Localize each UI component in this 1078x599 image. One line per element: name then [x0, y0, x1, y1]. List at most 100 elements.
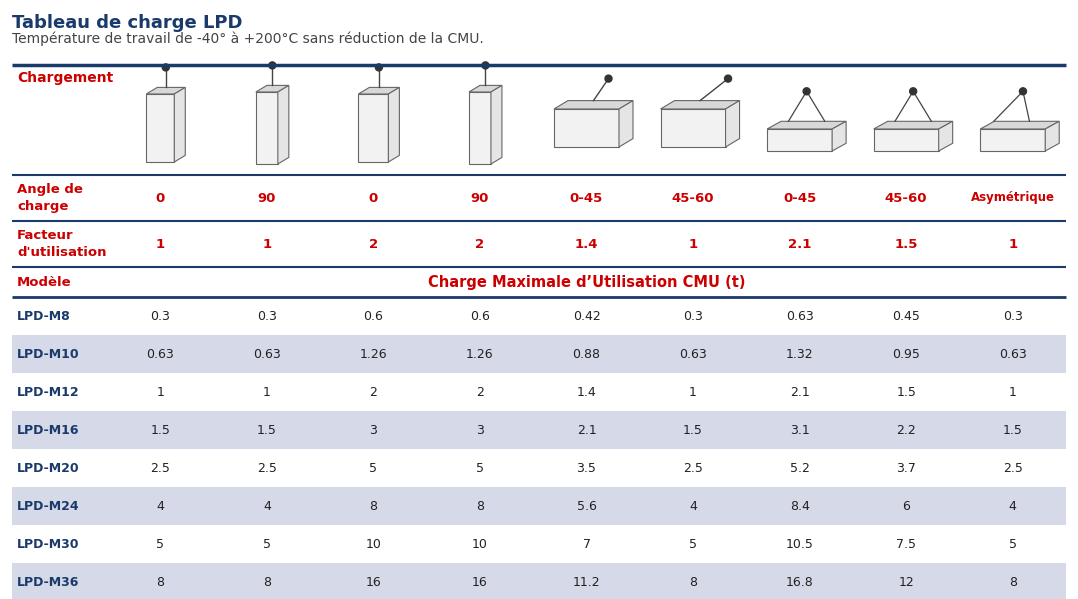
Text: 11.2: 11.2	[572, 576, 600, 588]
Text: 45-60: 45-60	[885, 192, 927, 204]
Text: 2: 2	[369, 237, 378, 250]
Text: 1.5: 1.5	[257, 423, 277, 437]
Bar	[469, 92, 490, 164]
Text: LPD-M30: LPD-M30	[17, 537, 80, 550]
Polygon shape	[661, 101, 740, 109]
Text: 0.6: 0.6	[470, 310, 489, 322]
Circle shape	[803, 88, 810, 95]
Text: 2.5: 2.5	[257, 461, 277, 474]
Text: 8: 8	[370, 500, 377, 513]
Text: LPD-M12: LPD-M12	[17, 386, 80, 398]
Text: 8: 8	[263, 576, 271, 588]
Text: 8: 8	[1009, 576, 1017, 588]
Circle shape	[163, 64, 169, 71]
Text: 0.88: 0.88	[572, 347, 600, 361]
Text: 5.2: 5.2	[790, 461, 810, 474]
Polygon shape	[255, 86, 289, 92]
Text: 1.5: 1.5	[150, 423, 170, 437]
Bar	[768, 129, 832, 151]
Bar	[12, 525, 1066, 563]
Circle shape	[482, 62, 489, 69]
Text: 0: 0	[155, 192, 165, 204]
Circle shape	[375, 64, 383, 71]
Bar	[12, 297, 1066, 335]
Bar	[12, 65, 1066, 297]
Text: 7.5: 7.5	[896, 537, 916, 550]
Text: LPD-M36: LPD-M36	[17, 576, 80, 588]
Text: 1.5: 1.5	[895, 237, 917, 250]
Text: 45-60: 45-60	[672, 192, 715, 204]
Text: 5: 5	[263, 537, 271, 550]
Text: 4: 4	[156, 500, 164, 513]
Text: 16: 16	[365, 576, 382, 588]
Text: 4: 4	[689, 500, 697, 513]
Text: 2.5: 2.5	[150, 461, 170, 474]
Circle shape	[605, 75, 612, 82]
Text: 5: 5	[689, 537, 697, 550]
Text: 4: 4	[1009, 500, 1017, 513]
Circle shape	[268, 62, 276, 69]
Bar	[12, 487, 1066, 525]
Text: 0-45: 0-45	[570, 192, 603, 204]
Text: 1.4: 1.4	[577, 386, 596, 398]
Text: 3.1: 3.1	[790, 423, 810, 437]
Text: 0.3: 0.3	[150, 310, 170, 322]
Text: LPD-M16: LPD-M16	[17, 423, 80, 437]
Bar	[255, 92, 278, 164]
Text: 6: 6	[902, 500, 910, 513]
Bar	[12, 373, 1066, 411]
Text: 1: 1	[689, 237, 697, 250]
Text: 2: 2	[370, 386, 377, 398]
Text: 5.6: 5.6	[577, 500, 596, 513]
Text: 1.5: 1.5	[683, 423, 703, 437]
Polygon shape	[469, 86, 502, 92]
Polygon shape	[832, 122, 846, 151]
Text: 8: 8	[156, 576, 164, 588]
Text: 0.6: 0.6	[363, 310, 384, 322]
Text: 1: 1	[156, 386, 164, 398]
Text: LPD-M20: LPD-M20	[17, 461, 80, 474]
Text: 8.4: 8.4	[790, 500, 810, 513]
Text: 5: 5	[370, 461, 377, 474]
Bar	[873, 129, 939, 151]
Text: 0.95: 0.95	[893, 347, 921, 361]
Text: 7: 7	[582, 537, 591, 550]
Text: 16.8: 16.8	[786, 576, 814, 588]
Text: 3: 3	[476, 423, 484, 437]
Text: LPD-M10: LPD-M10	[17, 347, 80, 361]
Text: 2: 2	[475, 237, 484, 250]
Circle shape	[724, 75, 732, 82]
Text: 5: 5	[1009, 537, 1017, 550]
Text: 8: 8	[476, 500, 484, 513]
Polygon shape	[147, 87, 185, 94]
Bar	[980, 129, 1046, 151]
Text: 1.5: 1.5	[896, 386, 916, 398]
Text: 90: 90	[258, 192, 276, 204]
Circle shape	[910, 88, 916, 95]
Text: 1.5: 1.5	[1003, 423, 1023, 437]
Polygon shape	[278, 86, 289, 164]
Polygon shape	[175, 87, 185, 162]
Text: 2.1: 2.1	[577, 423, 596, 437]
Polygon shape	[554, 101, 633, 109]
Text: 1: 1	[1008, 237, 1018, 250]
Bar	[12, 563, 1066, 599]
Bar	[12, 411, 1066, 449]
Text: LPD-M8: LPD-M8	[17, 310, 71, 322]
Text: 0: 0	[369, 192, 378, 204]
Text: 0.63: 0.63	[786, 310, 814, 322]
Text: 0.42: 0.42	[572, 310, 600, 322]
Polygon shape	[768, 122, 846, 129]
Text: 1: 1	[263, 386, 271, 398]
Text: 0-45: 0-45	[783, 192, 816, 204]
Text: Charge Maximale d’Utilisation CMU (t): Charge Maximale d’Utilisation CMU (t)	[428, 274, 745, 289]
Text: Chargement: Chargement	[17, 71, 113, 85]
Text: 0.63: 0.63	[999, 347, 1026, 361]
Text: 4: 4	[263, 500, 271, 513]
Bar	[661, 109, 725, 147]
Bar	[554, 109, 619, 147]
Text: 2.1: 2.1	[788, 237, 812, 250]
Polygon shape	[725, 101, 740, 147]
Text: 2.5: 2.5	[683, 461, 703, 474]
Polygon shape	[873, 122, 953, 129]
